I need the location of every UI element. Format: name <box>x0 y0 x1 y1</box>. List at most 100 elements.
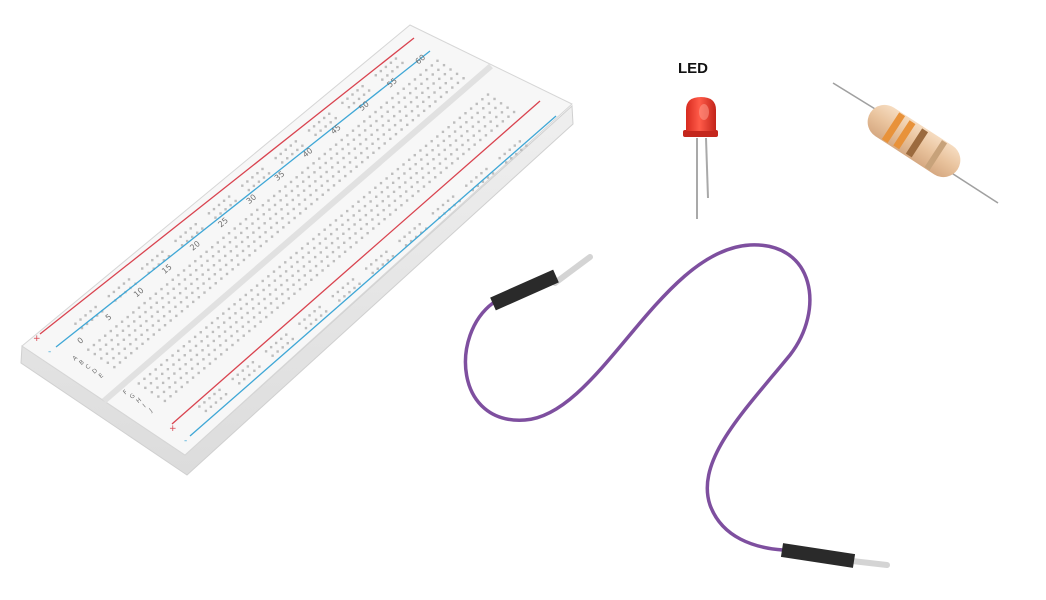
breadboard-hole <box>440 96 442 98</box>
breadboard-rail-hole <box>295 140 297 142</box>
breadboard-hole <box>287 212 289 214</box>
breadboard-hole <box>400 128 402 130</box>
breadboard-hole <box>130 352 132 354</box>
breadboard-hole <box>117 343 119 345</box>
breadboard-hole <box>194 336 196 338</box>
breadboard-rail-hole <box>287 342 289 344</box>
breadboard-hole <box>352 129 354 131</box>
breadboard-hole <box>411 186 413 188</box>
breadboard-rail-hole <box>89 310 91 312</box>
breadboard-rail-hole <box>504 153 506 155</box>
breadboard-hole <box>308 261 310 263</box>
breadboard-hole <box>175 315 177 317</box>
breadboard-hole <box>336 228 338 230</box>
breadboard-rail-hole <box>219 212 221 214</box>
breadboard-hole <box>107 362 109 364</box>
breadboard-rail-hole <box>232 378 234 380</box>
breadboard-hole <box>153 333 155 335</box>
breadboard-hole <box>359 219 361 221</box>
breadboard-hole <box>288 221 290 223</box>
breadboard-hole <box>268 284 270 286</box>
breadboard-hole <box>158 329 160 331</box>
breadboard-hole <box>180 377 182 379</box>
breadboard-hole <box>375 196 377 198</box>
breadboard-hole <box>207 269 209 271</box>
breadboard-hole <box>184 354 186 356</box>
breadboard-hole <box>280 208 282 210</box>
breadboard-rail-hole <box>338 299 340 301</box>
breadboard-hole <box>174 381 176 383</box>
breadboard-hole <box>144 311 146 313</box>
breadboard-rail-hole <box>298 323 300 325</box>
breadboard-hole <box>236 330 238 332</box>
breadboard-hole <box>398 177 400 179</box>
breadboard-hole <box>243 334 245 336</box>
rail-minus-sign-top: - <box>48 347 51 357</box>
breadboard-hole <box>284 185 286 187</box>
breadboard-hole <box>338 255 340 257</box>
breadboard-hole <box>209 287 211 289</box>
breadboard-hole <box>477 121 479 123</box>
breadboard-rail-hole <box>184 231 186 233</box>
breadboard-rail-hole <box>348 291 350 293</box>
breadboard-hole <box>248 254 250 256</box>
breadboard-hole <box>308 176 310 178</box>
breadboard-hole <box>327 189 329 191</box>
breadboard-hole <box>333 260 335 262</box>
breadboard-rail-hole <box>313 125 315 127</box>
breadboard-hole <box>380 182 382 184</box>
breadboard-rail-hole <box>353 287 355 289</box>
breadboard-hole <box>318 157 320 159</box>
breadboard-hole <box>449 68 451 70</box>
breadboard-hole <box>382 200 384 202</box>
breadboard-hole <box>296 261 298 263</box>
breadboard-rail-hole <box>382 263 384 265</box>
breadboard-hole <box>279 275 281 277</box>
breadboard-rail-hole <box>332 295 334 297</box>
breadboard-hole <box>369 116 371 118</box>
breadboard-rail-hole <box>248 374 250 376</box>
breadboard-hole <box>307 252 309 254</box>
breadboard-hole <box>319 166 321 168</box>
breadboard-hole <box>178 359 180 361</box>
breadboard-rail-hole <box>252 361 254 363</box>
breadboard-hole <box>349 237 351 239</box>
breadboard-hole <box>422 176 424 178</box>
breadboard-hole <box>386 186 388 188</box>
breadboard-hole <box>163 315 165 317</box>
breadboard-hole <box>383 218 385 220</box>
breadboard-hole <box>316 274 318 276</box>
breadboard-hole <box>478 130 480 132</box>
breadboard-rail-hole <box>84 314 86 316</box>
breadboard-hole <box>329 148 331 150</box>
breadboard-rail-hole <box>241 184 243 186</box>
breadboard-hole <box>397 92 399 94</box>
breadboard-hole <box>416 96 418 98</box>
breadboard-hole <box>213 264 215 266</box>
breadboard-rail-hole <box>225 393 227 395</box>
breadboard-hole <box>217 326 219 328</box>
breadboard-hole <box>203 291 205 293</box>
breadboard-hole <box>188 265 190 267</box>
breadboard-hole <box>399 110 401 112</box>
breadboard-hole <box>278 266 280 268</box>
breadboard-hole <box>428 181 430 183</box>
breadboard-hole <box>502 120 504 122</box>
breadboard-hole <box>185 287 187 289</box>
breadboard-hole <box>259 311 261 313</box>
breadboard-rail-hole <box>214 216 216 218</box>
breadboard-hole <box>416 105 418 107</box>
breadboard-hole <box>223 246 225 248</box>
breadboard-rail-hole <box>363 94 365 96</box>
breadboard-rail-hole <box>281 161 283 163</box>
breadboard-hole <box>490 129 492 131</box>
breadboard-hole <box>473 143 475 145</box>
breadboard-hole <box>402 88 404 90</box>
breadboard-hole <box>394 200 396 202</box>
breadboard-hole <box>144 387 146 389</box>
breadboard-hole <box>326 256 328 258</box>
breadboard-hole <box>262 204 264 206</box>
breadboard-hole <box>326 180 328 182</box>
breadboard-hole <box>252 231 254 233</box>
breadboard-hole <box>181 310 183 312</box>
